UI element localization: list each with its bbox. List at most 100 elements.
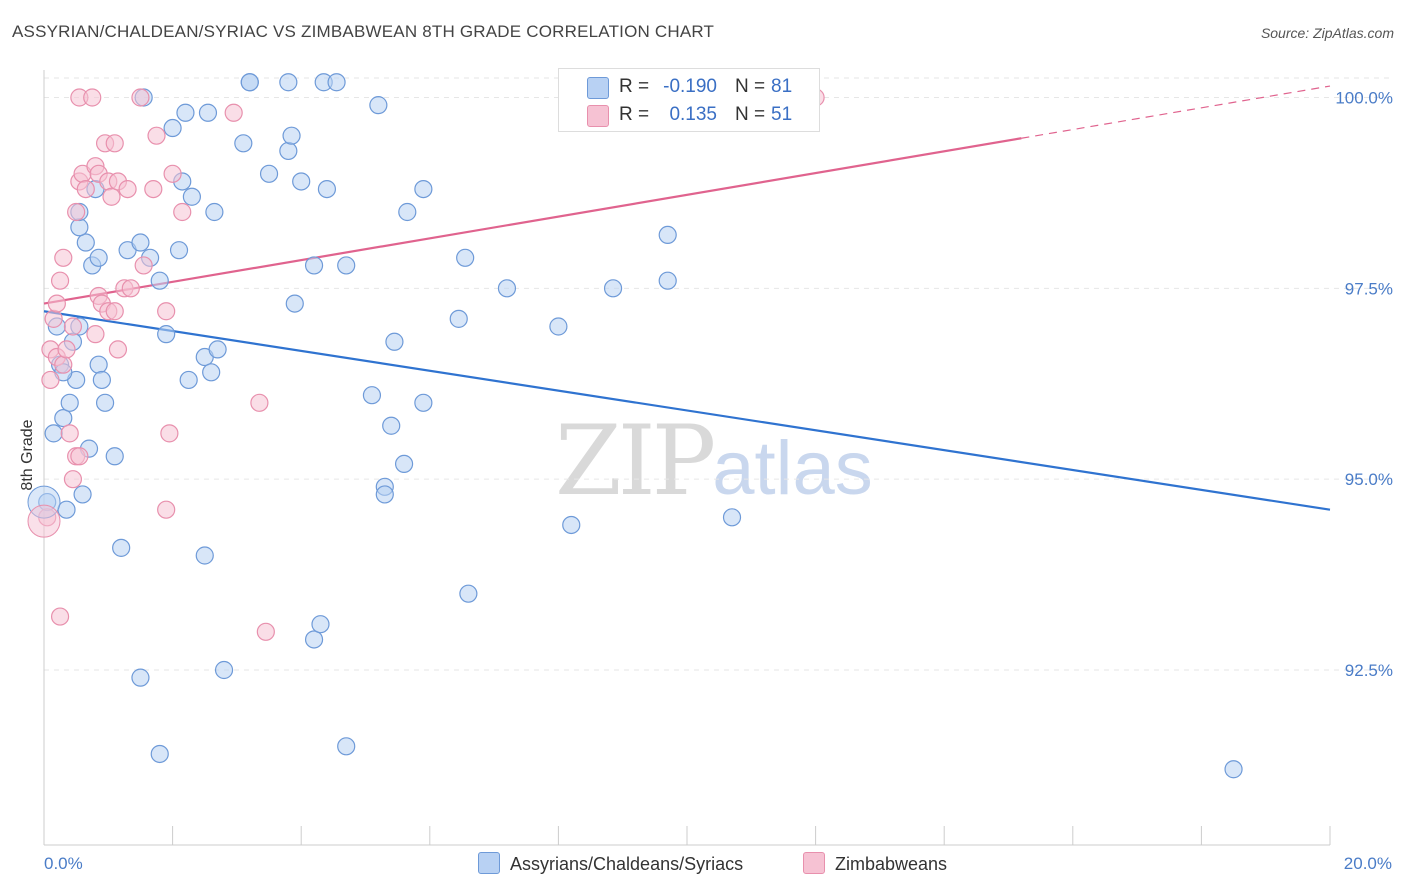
data-point-assyrian bbox=[89, 248, 108, 267]
data-point-assyrian bbox=[456, 248, 475, 267]
legend-n-value: 81 bbox=[771, 76, 793, 97]
y-tick-label: 92.5% bbox=[1345, 661, 1393, 680]
data-point-assyrian bbox=[394, 454, 414, 473]
legend-r-label: R = bbox=[619, 76, 650, 97]
data-point-assyrian bbox=[549, 317, 568, 336]
data-point-assyrian bbox=[414, 180, 433, 199]
legend-n-label: N = bbox=[735, 76, 766, 97]
data-point-assyrian bbox=[259, 164, 279, 183]
data-point-assyrian bbox=[131, 668, 150, 687]
data-point-zimbabwean bbox=[60, 424, 79, 443]
data-point-zimbabwean bbox=[256, 622, 275, 641]
data-point-assyrian bbox=[449, 309, 468, 328]
data-point-assyrian bbox=[658, 271, 677, 290]
data-point-assyrian bbox=[279, 141, 298, 161]
data-point-assyrian bbox=[337, 737, 356, 756]
data-point-zimbabwean bbox=[163, 164, 182, 183]
data-point-assyrian bbox=[369, 96, 388, 115]
data-point-zimbabwean bbox=[118, 180, 137, 199]
data-point-assyrian bbox=[76, 233, 95, 252]
data-point-zimbabwean bbox=[76, 180, 95, 199]
series-assyrians bbox=[38, 73, 1243, 779]
data-point-assyrian bbox=[131, 233, 150, 252]
data-point-zimbabwean bbox=[147, 126, 166, 145]
data-point-assyrian bbox=[205, 202, 224, 222]
data-point-zimbabwean bbox=[67, 202, 86, 222]
series-zimbabweans bbox=[38, 88, 825, 641]
data-point-zimbabwean bbox=[134, 256, 153, 275]
legend-n-label: N = bbox=[735, 104, 766, 125]
data-point-zimbabwean bbox=[50, 607, 70, 626]
data-point-assyrian bbox=[105, 447, 124, 466]
data-point-zimbabwean bbox=[70, 447, 89, 466]
data-point-zimbabwean bbox=[63, 317, 83, 336]
data-point-assyrian bbox=[282, 126, 301, 145]
data-point-assyrian bbox=[562, 515, 581, 535]
data-point-zimbabwean bbox=[157, 500, 176, 519]
data-point-zimbabwean bbox=[131, 88, 150, 107]
x-tick-label-max: 20.0% bbox=[1344, 854, 1392, 873]
data-point-assyrian bbox=[459, 584, 478, 603]
data-point-assyrian bbox=[44, 424, 63, 443]
data-point-assyrian bbox=[208, 340, 227, 359]
data-point-zimbabwean bbox=[86, 325, 105, 344]
data-point-zimbabwean bbox=[157, 302, 176, 321]
data-point-assyrian bbox=[54, 409, 73, 428]
data-point-assyrian bbox=[414, 393, 433, 412]
legend-swatch-pink bbox=[587, 105, 609, 127]
series-legend-label: Assyrians/Chaldeans/Syriacs bbox=[510, 854, 744, 874]
data-point-zimbabwean bbox=[173, 202, 192, 222]
data-point-zimbabwean bbox=[54, 355, 73, 374]
trend-line-zimbabweans bbox=[43, 137, 1022, 305]
data-point-assyrian bbox=[497, 279, 517, 298]
points bbox=[27, 73, 1243, 779]
data-point-assyrian bbox=[73, 485, 92, 504]
data-point-zimbabwean bbox=[44, 309, 63, 328]
data-point-assyrian bbox=[195, 546, 214, 565]
data-point-assyrian bbox=[202, 363, 221, 382]
watermark-atlas: atlas bbox=[712, 426, 873, 511]
data-point-assyrian bbox=[70, 218, 89, 237]
data-point-assyrian bbox=[157, 325, 176, 344]
data-point-zimbabwean bbox=[105, 302, 124, 321]
trend-line-assyrians bbox=[43, 310, 1331, 511]
series-legend-item-assyrians[interactable]: Assyrians/Chaldeans/Syriacs bbox=[478, 852, 743, 875]
data-point-assyrian bbox=[57, 500, 76, 519]
data-point-assyrian bbox=[1224, 760, 1243, 779]
data-point-assyrian bbox=[382, 416, 401, 435]
data-point-assyrian bbox=[92, 370, 111, 390]
data-point-assyrian bbox=[285, 294, 304, 313]
data-point-assyrian bbox=[182, 187, 201, 206]
series-swatch-pink bbox=[803, 852, 825, 874]
data-point-assyrian bbox=[603, 279, 623, 298]
data-point-assyrian bbox=[163, 118, 182, 138]
legend-r-label: R = bbox=[619, 104, 650, 125]
data-point-assyrian bbox=[375, 485, 394, 504]
series-legend: Assyrians/Chaldeans/Syriacs Zimbabweans bbox=[0, 852, 1406, 878]
data-point-assyrian bbox=[385, 332, 404, 351]
series-swatch-blue bbox=[478, 852, 500, 874]
data-point-zimbabwean bbox=[105, 134, 124, 153]
data-point-assyrian bbox=[722, 508, 742, 527]
data-point-assyrian bbox=[179, 370, 198, 390]
data-point-assyrian bbox=[89, 355, 108, 374]
data-point-zimbabwean bbox=[63, 470, 83, 489]
data-point-zimbabwean bbox=[144, 180, 163, 199]
grid bbox=[44, 77, 1392, 671]
y-tick-label: 97.5% bbox=[1345, 279, 1393, 298]
data-point-zimbabwean bbox=[41, 370, 60, 390]
legend-row-assyrians: R = -0.190 N = 81 bbox=[559, 73, 819, 101]
data-point-zimbabwean bbox=[83, 88, 102, 107]
data-point-zimbabwean bbox=[224, 103, 243, 122]
legend-swatch-blue bbox=[587, 77, 609, 99]
series-legend-item-zimbabweans[interactable]: Zimbabweans bbox=[803, 852, 947, 875]
trend-line-zimbabweans-extension bbox=[1021, 85, 1331, 139]
data-point-assyrian bbox=[198, 103, 218, 122]
data-point-zimbabwean bbox=[54, 248, 73, 267]
data-point-zimbabwean bbox=[108, 340, 128, 359]
data-point-assyrian bbox=[95, 393, 115, 412]
data-point-zimbabwean bbox=[50, 271, 70, 290]
data-point-zimbabwean bbox=[102, 187, 121, 206]
data-point-assyrian bbox=[292, 172, 311, 191]
